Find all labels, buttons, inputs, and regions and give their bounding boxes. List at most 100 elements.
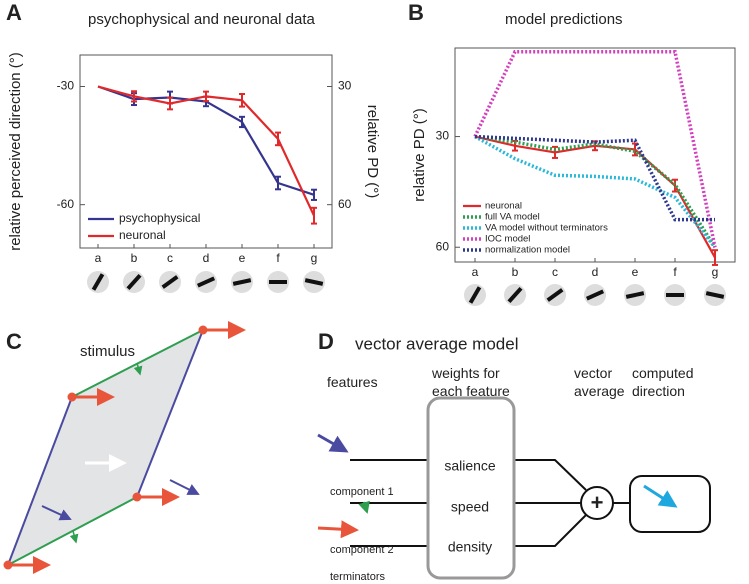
sum-node <box>580 486 614 520</box>
icon-bar <box>232 278 252 286</box>
error-bar <box>239 115 245 129</box>
weight: speed <box>451 499 489 515</box>
stimulus-icon <box>231 271 253 293</box>
stimulus-icon <box>195 271 217 293</box>
legend-label: normalization model <box>485 245 570 256</box>
error-bar <box>275 131 281 147</box>
connector <box>514 459 587 491</box>
legend-label: full VA model <box>485 212 540 223</box>
y2-axis-label: relative PD (°) <box>364 105 381 199</box>
series-line <box>474 135 717 249</box>
stimulus-icon <box>159 271 181 293</box>
panel-label: D <box>318 329 334 354</box>
panel-label: B <box>408 0 424 25</box>
terminator-arrows <box>8 321 246 574</box>
arrow <box>317 520 359 539</box>
x-tick-label: d <box>203 251 210 265</box>
x-tick-label: c <box>167 251 173 265</box>
y-tick-label: 30 <box>436 129 450 143</box>
series-line <box>474 134 715 222</box>
header: vector average <box>574 365 625 399</box>
stimulus-icon <box>123 271 145 293</box>
arrow <box>317 433 349 453</box>
header: computed direction <box>632 365 694 399</box>
header: weights for each feature <box>432 365 510 399</box>
x-tick-label: c <box>552 265 558 279</box>
x-tick-label: f <box>276 251 280 265</box>
legend-label: VA model without terminators <box>485 223 608 234</box>
dot <box>132 492 142 502</box>
terminator-dots <box>3 325 208 570</box>
series-line <box>474 134 717 249</box>
legend-label: psychophysical <box>119 211 200 225</box>
x-tick-label: a <box>472 265 479 279</box>
error-bar <box>672 178 678 193</box>
icon-bar <box>625 291 645 299</box>
error-bar <box>311 188 317 201</box>
x-tick-label: g <box>712 265 719 279</box>
feature: terminators <box>330 571 386 583</box>
x-tick-label: a <box>95 251 102 265</box>
feature: component 1 <box>330 486 394 498</box>
icon-bar <box>705 291 725 299</box>
y-axis-label: relative PD (°) <box>411 108 428 202</box>
edge <box>136 329 204 498</box>
y-tick-label: -30 <box>57 79 75 93</box>
arrow <box>69 530 79 544</box>
x-tick-label: d <box>592 265 599 279</box>
error-bar <box>203 90 209 103</box>
error-bar <box>275 175 281 191</box>
icon-bar <box>468 286 482 304</box>
dot <box>198 325 208 335</box>
panel-label: A <box>6 0 22 25</box>
plot-frame <box>79 54 333 249</box>
y2-tick-label: 30 <box>338 79 352 93</box>
parallelogram <box>8 330 203 565</box>
x-tick-label: e <box>239 251 246 265</box>
legend-label: IOC model <box>485 234 530 245</box>
stimulus-icon <box>584 284 606 306</box>
edge <box>7 396 73 566</box>
error-bar <box>167 96 173 111</box>
icon-bar <box>126 273 142 291</box>
arrow <box>169 479 200 495</box>
y-tick-label: -60 <box>57 197 75 211</box>
icon-bar <box>507 286 523 304</box>
stimulus-icon <box>504 284 526 306</box>
weight: salience <box>444 458 496 474</box>
legend-label: neuronal <box>485 201 522 212</box>
stimulus-icon <box>464 284 486 306</box>
edge <box>7 496 138 566</box>
y-tick-label: 60 <box>436 239 450 253</box>
dot <box>3 560 13 570</box>
stimulus-icon <box>87 271 109 293</box>
chart-title: psychophysical and neuronal data <box>88 11 315 28</box>
sum-symbol: + <box>591 490 604 515</box>
x-tick-label: b <box>512 265 519 279</box>
x-tick-label: g <box>311 251 318 265</box>
error-bar <box>712 249 718 266</box>
weights-box <box>426 396 516 580</box>
icon-bar <box>91 273 105 291</box>
connector <box>514 514 587 547</box>
stimulus-icon <box>267 271 289 293</box>
error-bar <box>131 90 137 103</box>
header: features <box>327 374 378 390</box>
series-line <box>473 49 717 248</box>
chart-title: model predictions <box>505 11 623 28</box>
weight: density <box>448 539 492 555</box>
panel-title: vector average model <box>355 334 518 353</box>
panel-title: stimulus <box>80 343 135 360</box>
stimulus-icon <box>704 284 726 306</box>
legend-label: neuronal <box>119 228 166 242</box>
arrow <box>358 500 370 514</box>
x-tick-label: f <box>673 265 677 279</box>
arrow <box>643 484 678 508</box>
stimulus-icon <box>303 271 325 293</box>
icon-bar <box>546 288 564 302</box>
y2-tick-label: 60 <box>338 197 352 211</box>
stimulus-icon <box>544 284 566 306</box>
arrow <box>41 505 72 521</box>
